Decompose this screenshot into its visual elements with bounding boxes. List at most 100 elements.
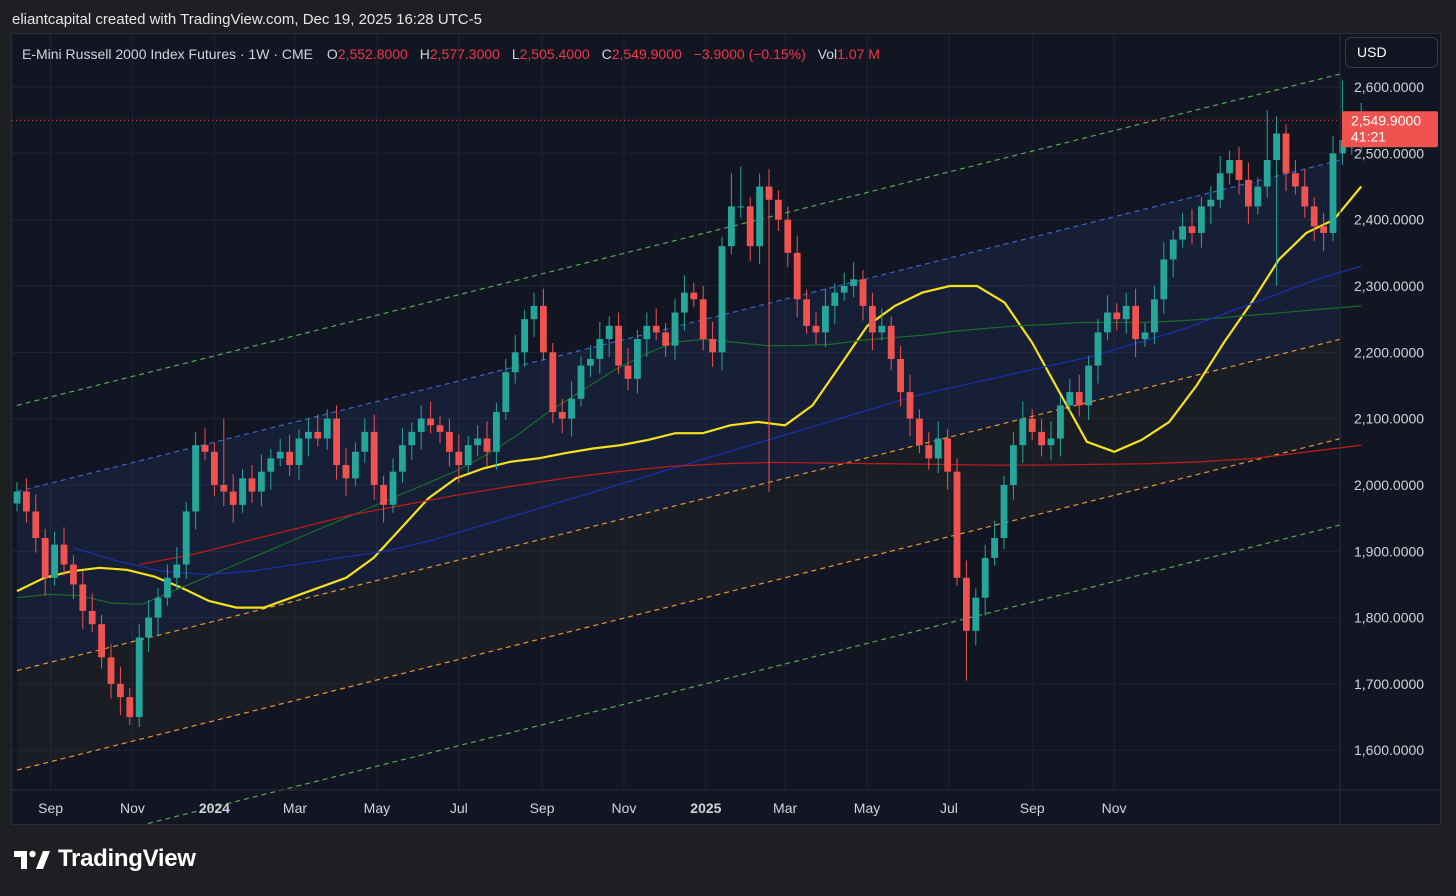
candle-body — [775, 199, 782, 220]
candle — [784, 206, 792, 268]
candle-body — [333, 418, 340, 466]
candle-body — [558, 412, 566, 419]
candle — [229, 474, 237, 523]
candle-body — [276, 451, 284, 459]
candle-body — [869, 305, 876, 333]
candle — [624, 348, 632, 391]
candle-body — [605, 325, 613, 340]
candle — [502, 358, 510, 420]
candle-body — [493, 412, 500, 452]
candle-body — [1339, 140, 1346, 154]
candle — [305, 418, 312, 457]
channel-lines-layer — [16, 73, 1341, 824]
candle-body — [502, 372, 510, 412]
candle — [1245, 162, 1252, 225]
candle-body — [1010, 445, 1017, 485]
x-tick-label: Jul — [940, 800, 958, 816]
legend-high-label: H — [419, 46, 430, 62]
candle — [107, 644, 115, 699]
candle-body — [568, 398, 575, 419]
moving-average-yellow — [16, 185, 1363, 609]
candle — [530, 292, 538, 338]
legend-high-value: 2,577.3000 — [429, 46, 500, 62]
x-tick-label: May — [854, 800, 880, 816]
candle-body — [540, 305, 547, 353]
candle-body — [51, 544, 58, 578]
candle-body — [380, 484, 387, 505]
candle — [511, 335, 519, 384]
legend-volume-label: Vol — [817, 46, 838, 62]
candle-body — [624, 365, 632, 379]
candle-body — [1019, 418, 1027, 446]
candle — [558, 398, 566, 434]
candle — [521, 309, 528, 367]
candle — [652, 308, 660, 341]
candle — [925, 431, 933, 470]
candle — [380, 475, 387, 523]
candle-body — [1028, 418, 1036, 432]
price-chart[interactable]: 1,600.0000 1,700.0000 1,800.0000 1,900.0000… — [12, 34, 1440, 824]
candle — [1273, 116, 1280, 286]
candle-body — [154, 597, 162, 618]
candle — [23, 478, 30, 523]
candle-body — [32, 511, 40, 538]
candle — [1010, 431, 1017, 500]
candle — [342, 447, 350, 497]
candle-body — [634, 339, 641, 379]
candle — [737, 166, 745, 218]
candle-body — [1169, 239, 1177, 260]
candle — [493, 402, 500, 470]
candle-body — [201, 445, 209, 452]
candle — [897, 345, 904, 407]
x-tick-label: Mar — [773, 800, 797, 816]
candle — [1301, 169, 1309, 218]
legend-change: −3.9000 (−0.15%) — [693, 46, 806, 62]
candle — [793, 235, 801, 318]
candle — [1207, 186, 1215, 225]
brand-name: TradingView — [58, 845, 196, 872]
candle — [746, 197, 754, 261]
legend-open-value: 2,552.8000 — [337, 46, 408, 62]
candle — [126, 687, 134, 726]
legend-open-label: O — [326, 46, 338, 62]
x-tick-label: Sep — [1020, 800, 1045, 816]
candle-body — [652, 325, 660, 333]
candle-body — [361, 431, 369, 452]
candle-body — [389, 471, 397, 505]
candle-body — [521, 319, 528, 353]
candle-body — [850, 279, 857, 286]
candle — [916, 409, 923, 454]
candle-body — [906, 392, 914, 419]
y-tick-label: 2,400.0000 — [1354, 212, 1424, 228]
candle — [587, 345, 594, 377]
candle — [1057, 396, 1064, 457]
candle — [1066, 378, 1074, 414]
currency-button[interactable]: USD — [1345, 37, 1438, 68]
candle — [220, 418, 228, 507]
candle-body — [88, 610, 96, 625]
chart-frame — [11, 33, 1441, 825]
candle-body — [164, 577, 171, 598]
candle-body — [117, 683, 124, 698]
last-price-tag — [1342, 111, 1438, 148]
candle-body — [793, 252, 801, 300]
candle-body — [98, 624, 105, 658]
candle-body — [286, 451, 293, 466]
channel-fill-upper — [17, 160, 1340, 671]
candle-body — [79, 584, 87, 611]
tradingview-logo-icon — [14, 850, 50, 869]
candle-body — [192, 445, 199, 512]
candle-body — [455, 451, 463, 466]
candle-body — [991, 538, 998, 558]
x-tick-label: Nov — [612, 800, 637, 816]
candle — [427, 401, 434, 434]
candle-body — [1310, 206, 1318, 227]
candle — [1028, 409, 1036, 440]
candle — [483, 421, 491, 467]
candle — [1188, 209, 1196, 245]
candle-body — [1282, 133, 1290, 174]
candle — [182, 502, 190, 580]
candle-body — [587, 358, 594, 366]
candle-body — [934, 438, 942, 459]
candle-body — [981, 557, 989, 598]
